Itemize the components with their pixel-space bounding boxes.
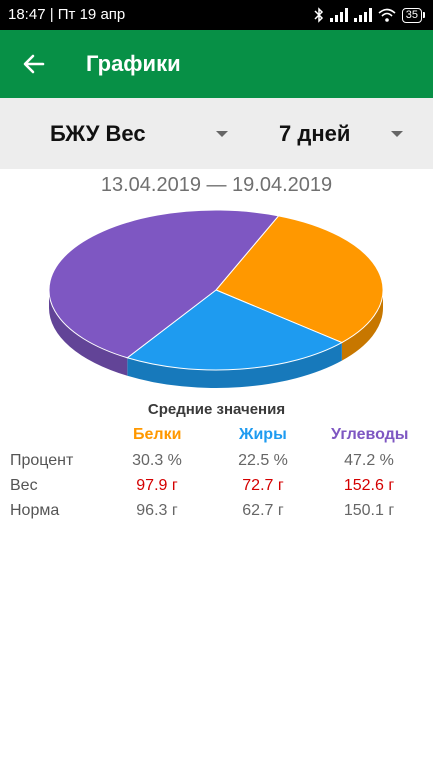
wifi-icon bbox=[378, 8, 396, 22]
date-range: 13.04.2019 — 19.04.2019 bbox=[100, 174, 333, 196]
pie-slice-0 bbox=[215, 215, 384, 344]
arrow-left-icon bbox=[23, 54, 45, 74]
period-label: 7 дней bbox=[279, 120, 351, 146]
selector-bar: БЖУ Вес 7 дней bbox=[0, 98, 433, 169]
cell-weight-fat: 72.7 г bbox=[242, 477, 284, 494]
pie-chart bbox=[48, 209, 384, 388]
row-label-norm: Норма bbox=[10, 502, 60, 519]
back-button[interactable] bbox=[14, 44, 54, 84]
cell-norm-fat: 62.7 г bbox=[242, 502, 284, 519]
summary-title: Средние значения bbox=[147, 401, 286, 418]
cell-norm-carbs: 150.1 г bbox=[343, 502, 395, 519]
battery-level: 35 bbox=[401, 7, 422, 23]
cell-norm-protein: 96.3 г bbox=[136, 502, 178, 519]
battery-icon: 35 bbox=[401, 7, 425, 23]
column-fat: Жиры bbox=[239, 426, 287, 443]
chart-type-label: БЖУ Вес bbox=[50, 120, 146, 146]
page-title: Графики bbox=[86, 51, 181, 76]
cell-percent-carbs: 47.2 % bbox=[344, 452, 394, 469]
row-label-weight: Вес bbox=[10, 477, 38, 494]
pie-slice-side-1 bbox=[127, 342, 342, 388]
bluetooth-icon bbox=[314, 7, 323, 23]
chart-type-dropdown[interactable]: БЖУ Вес bbox=[0, 98, 240, 169]
period-dropdown[interactable]: 7 дней bbox=[240, 98, 433, 169]
signal-icon bbox=[329, 8, 348, 22]
column-protein: Белки bbox=[133, 426, 182, 443]
status-bar: 18:47 | Пт 19 апр 35 bbox=[0, 0, 433, 30]
pie-slice-side-0 bbox=[341, 290, 383, 361]
row-label-percent: Процент bbox=[10, 452, 74, 469]
pie-slice-2 bbox=[48, 209, 280, 359]
pie-slice-side-2 bbox=[49, 290, 128, 376]
chevron-down-icon bbox=[391, 131, 403, 137]
signal-icon-2 bbox=[353, 8, 372, 22]
app-bar: Графики bbox=[0, 30, 433, 98]
column-carbs: Углеводы bbox=[331, 426, 409, 443]
pie-slice-1 bbox=[126, 289, 344, 371]
status-icons: 35 bbox=[314, 0, 425, 30]
chevron-down-icon bbox=[216, 131, 228, 137]
cell-percent-protein: 30.3 % bbox=[132, 452, 182, 469]
cell-percent-fat: 22.5 % bbox=[238, 452, 288, 469]
status-time-date: 18:47 | Пт 19 апр bbox=[8, 6, 126, 23]
cell-weight-protein: 97.9 г bbox=[136, 477, 178, 494]
cell-weight-carbs: 152.6 г bbox=[343, 477, 395, 494]
